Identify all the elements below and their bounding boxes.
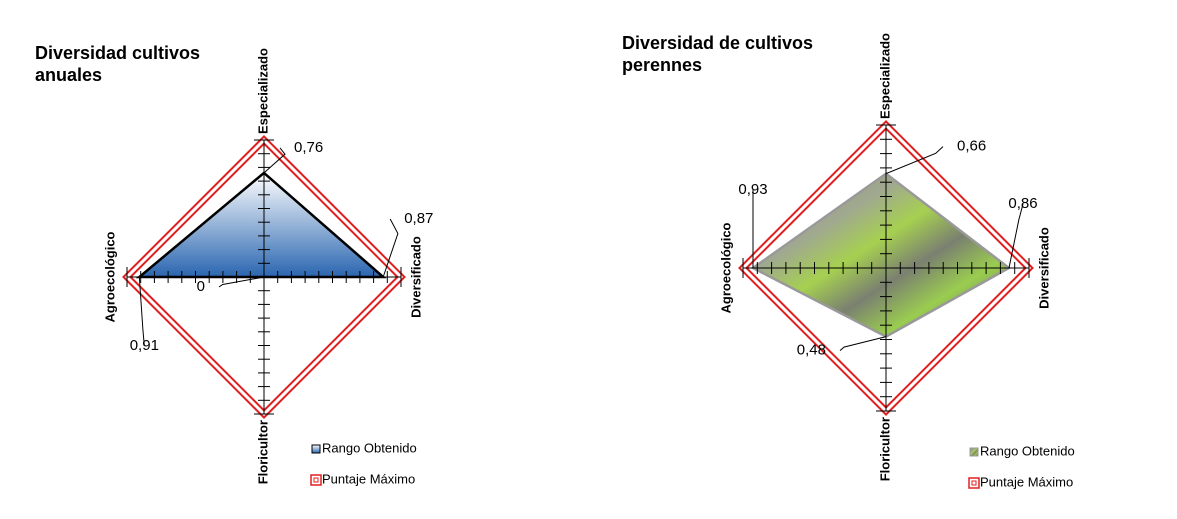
legend-swatch: [313, 477, 319, 483]
axis-label: Especializado: [255, 48, 270, 134]
data-label: 0,48: [797, 342, 826, 359]
axis-label: Diversificado: [408, 236, 423, 318]
leader-line: [218, 276, 265, 288]
legend-swatch: [310, 474, 322, 486]
leader-line: [138, 276, 145, 347]
leader-line: [263, 147, 286, 174]
data-label: 0,91: [130, 337, 159, 354]
axis-label: Floricultor: [255, 420, 270, 484]
leader-line: [885, 146, 944, 175]
axis-label: Agroecológico: [718, 222, 733, 313]
axis-label: Floricultor: [877, 417, 892, 481]
legend-label: Rango Obtenido: [980, 443, 1075, 458]
axis-label: Especializado: [877, 33, 892, 119]
chart-title: Diversidad cultivos anuales: [35, 43, 201, 85]
legend-label: Puntaje Máximo: [980, 474, 1073, 489]
data-label: 0,93: [738, 181, 767, 198]
legend-label: Rango Obtenido: [322, 440, 417, 455]
chart-title: Diversidad de cultivos perennes: [622, 33, 814, 75]
data-label: 0,76: [294, 139, 323, 156]
leader-line: [839, 336, 887, 352]
leader-line: [382, 218, 399, 278]
data-label: 0: [197, 278, 205, 295]
legend-swatch: [971, 480, 977, 486]
data-label: 0,66: [957, 138, 986, 155]
data-label: 0,86: [1008, 195, 1037, 212]
axis-label: Diversificado: [1036, 227, 1051, 309]
data-label: 0,87: [404, 210, 433, 227]
legend-swatch: [968, 477, 980, 489]
axis-label: Agroecológico: [102, 231, 117, 322]
legend-swatch: [969, 447, 979, 457]
legend-swatch: [311, 444, 321, 454]
legend-label: Puntaje Máximo: [322, 471, 415, 486]
leader-line: [1008, 203, 1024, 269]
